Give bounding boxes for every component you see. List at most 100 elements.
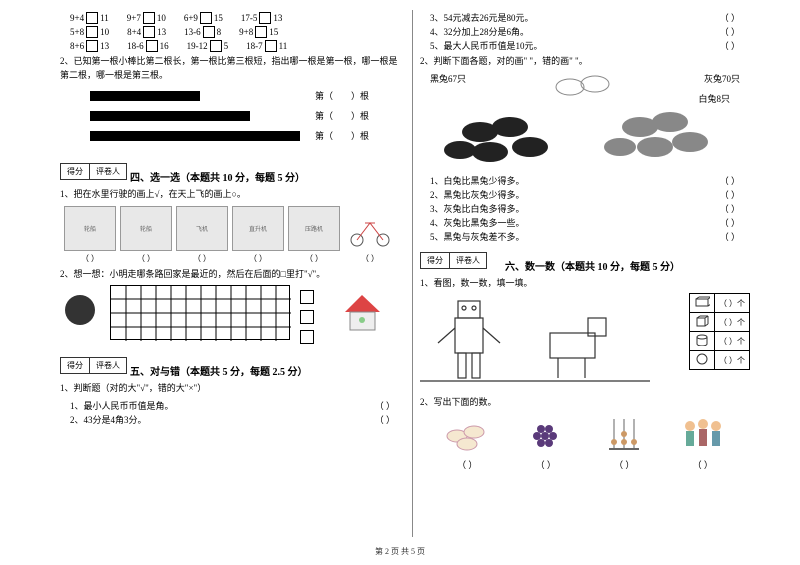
tf-item: 1、最小人民币币值是角。 （ ）	[70, 399, 395, 412]
page-footer: 第 2 页 共 5 页	[0, 546, 800, 557]
answer-blank[interactable]: （ ）	[288, 253, 340, 264]
boy-face-icon	[65, 295, 95, 325]
eq-lhs: 8+6	[70, 41, 84, 51]
eq-lhs: 18-7	[246, 41, 263, 51]
tf-item: 5、黑兔与灰兔差不多。（ ）	[430, 230, 740, 243]
answer-blank[interactable]: （ ）	[614, 458, 634, 471]
answer-blank[interactable]: （ ）	[344, 253, 396, 264]
robot-dog-svg	[420, 293, 650, 393]
score-box: 得分 评卷人	[60, 163, 127, 180]
answer-blank[interactable]: （ ）	[720, 216, 740, 229]
compare-box[interactable]	[143, 12, 155, 24]
vehicle-answers: （ ） （ ） （ ） （ ） （ ） （ ）	[64, 253, 405, 264]
cylinder-icon	[690, 332, 715, 351]
checkbox[interactable]	[300, 310, 314, 324]
s4-q2: 2、想一想：小明走哪条路回家是最近的，然后在后面的□里打"√"。	[60, 268, 405, 282]
compare-box[interactable]	[200, 12, 212, 24]
rabbit-figure: 黑兔67只 白兔8只 灰兔70只	[420, 72, 750, 172]
bar-answer[interactable]: 第（ ）根	[315, 109, 369, 122]
answer-blank[interactable]: （ ）	[375, 399, 395, 412]
equation: 8+413	[127, 26, 166, 38]
label-pre: 第（	[315, 111, 333, 121]
bar-answer[interactable]: 第（ ）根	[315, 129, 369, 142]
answer-blank[interactable]: （ ）个	[715, 313, 750, 332]
answer-blank[interactable]: （ ）	[720, 25, 740, 38]
black-rabbit-label: 黑兔67只	[430, 72, 466, 85]
rabbits-svg	[420, 72, 750, 172]
compare-box[interactable]	[86, 26, 98, 38]
left-column: 9+411 9+710 6+915 17-513 5+810 8+413 13-…	[60, 10, 405, 540]
eq-lhs: 18-6	[127, 41, 144, 51]
answer-blank[interactable]: （ ）	[457, 458, 477, 471]
eq-lhs: 9+7	[127, 13, 141, 23]
tf-item: 2、43分是4角3分。 （ ）	[70, 413, 395, 426]
bar-2	[90, 111, 250, 121]
s6-q1: 1、看图，数一数，填一填。	[420, 277, 750, 291]
grader-cell: 评卷人	[90, 358, 126, 373]
answer-blank[interactable]: （ ）	[720, 188, 740, 201]
checkbox[interactable]	[300, 330, 314, 344]
answer-blank[interactable]: （ ）	[720, 202, 740, 215]
equation: 17-513	[241, 12, 283, 24]
tf-text: 3、54元减去26元是80元。	[430, 11, 534, 24]
eq-rhs: 11	[279, 41, 288, 51]
compare-box[interactable]	[143, 26, 155, 38]
white-rabbit-label: 白兔8只	[698, 92, 730, 105]
equation: 9+7 10	[127, 12, 166, 24]
answer-blank[interactable]: （ ）	[176, 253, 228, 264]
shape-count-table: （ ）个 （ ）个 （ ）个 （ ）个	[689, 293, 750, 370]
score-cell: 得分	[421, 253, 450, 268]
answer-blank[interactable]: （ ）	[720, 174, 740, 187]
answer-blank[interactable]: （ ）个	[715, 294, 750, 313]
count-images	[428, 414, 742, 454]
answer-blank[interactable]: （ ）	[375, 413, 395, 426]
abacus-image	[599, 414, 649, 454]
eq-row: 9+411 9+710 6+915 17-513	[70, 12, 405, 24]
tf-item: 4、32分加上28分是6角。（ ）	[430, 25, 740, 38]
equation: 6+915	[184, 12, 223, 24]
cuboid-icon	[690, 294, 715, 313]
score-box: 得分 评卷人	[420, 252, 487, 269]
scooter-image	[344, 206, 396, 251]
bars-figure: 第（ ）根 第（ ）根 第（ ）根	[80, 85, 405, 155]
eq-rhs: 10	[157, 13, 166, 23]
answer-blank[interactable]: （ ）	[720, 39, 740, 52]
answer-blank[interactable]: （ ）	[720, 11, 740, 24]
grader-cell: 评卷人	[450, 253, 486, 268]
tf-text: 1、最小人民币币值是角。	[70, 399, 174, 412]
compare-box[interactable]	[86, 12, 98, 24]
answer-blank[interactable]: （ ）	[536, 458, 556, 471]
answer-blank[interactable]: （ ）	[120, 253, 172, 264]
answer-blank[interactable]: （ ）	[693, 458, 713, 471]
answer-blank[interactable]: （ ）个	[715, 332, 750, 351]
tf-item: 3、54元减去26元是80元。 （ ）	[430, 11, 740, 24]
compare-box[interactable]	[259, 12, 271, 24]
roller-image: 压路机	[288, 206, 340, 251]
compare-box[interactable]	[210, 40, 222, 52]
tf-text: 1、白兔比黑兔少得多。	[430, 174, 525, 187]
compare-box[interactable]	[203, 26, 215, 38]
worksheet-page: 9+411 9+710 6+915 17-513 5+810 8+413 13-…	[0, 0, 800, 565]
compare-box[interactable]	[255, 26, 267, 38]
img-alt: 直升机	[249, 224, 267, 233]
answer-blank[interactable]: （ ）个	[715, 351, 750, 370]
section-5-title: 五、对与错（本题共 5 分，每题 2.5 分）	[130, 363, 405, 378]
img-alt: 飞机	[196, 224, 208, 233]
r-q2: 2、判断下面各题，对的画" "，错的画" "。	[420, 55, 750, 69]
tf-text: 2、43分是4角3分。	[70, 413, 147, 426]
compare-box[interactable]	[86, 40, 98, 52]
eq-lhs: 9+8	[239, 27, 253, 37]
answer-blank[interactable]: （ ）	[720, 230, 740, 243]
section-4-title: 四、选一选（本题共 10 分，每题 5 分）	[130, 169, 405, 184]
checkbox[interactable]	[300, 290, 314, 304]
compare-box[interactable]	[146, 40, 158, 52]
bar-answer[interactable]: 第（ ）根	[315, 89, 369, 102]
answer-blank[interactable]: （ ）	[64, 253, 116, 264]
maze-grid	[110, 285, 290, 340]
compare-box[interactable]	[265, 40, 277, 52]
equation: 8+613	[70, 40, 109, 52]
plane-image: 飞机	[176, 206, 228, 251]
label-suf: ）根	[351, 111, 369, 121]
label-suf: ）根	[351, 91, 369, 101]
answer-blank[interactable]: （ ）	[232, 253, 284, 264]
